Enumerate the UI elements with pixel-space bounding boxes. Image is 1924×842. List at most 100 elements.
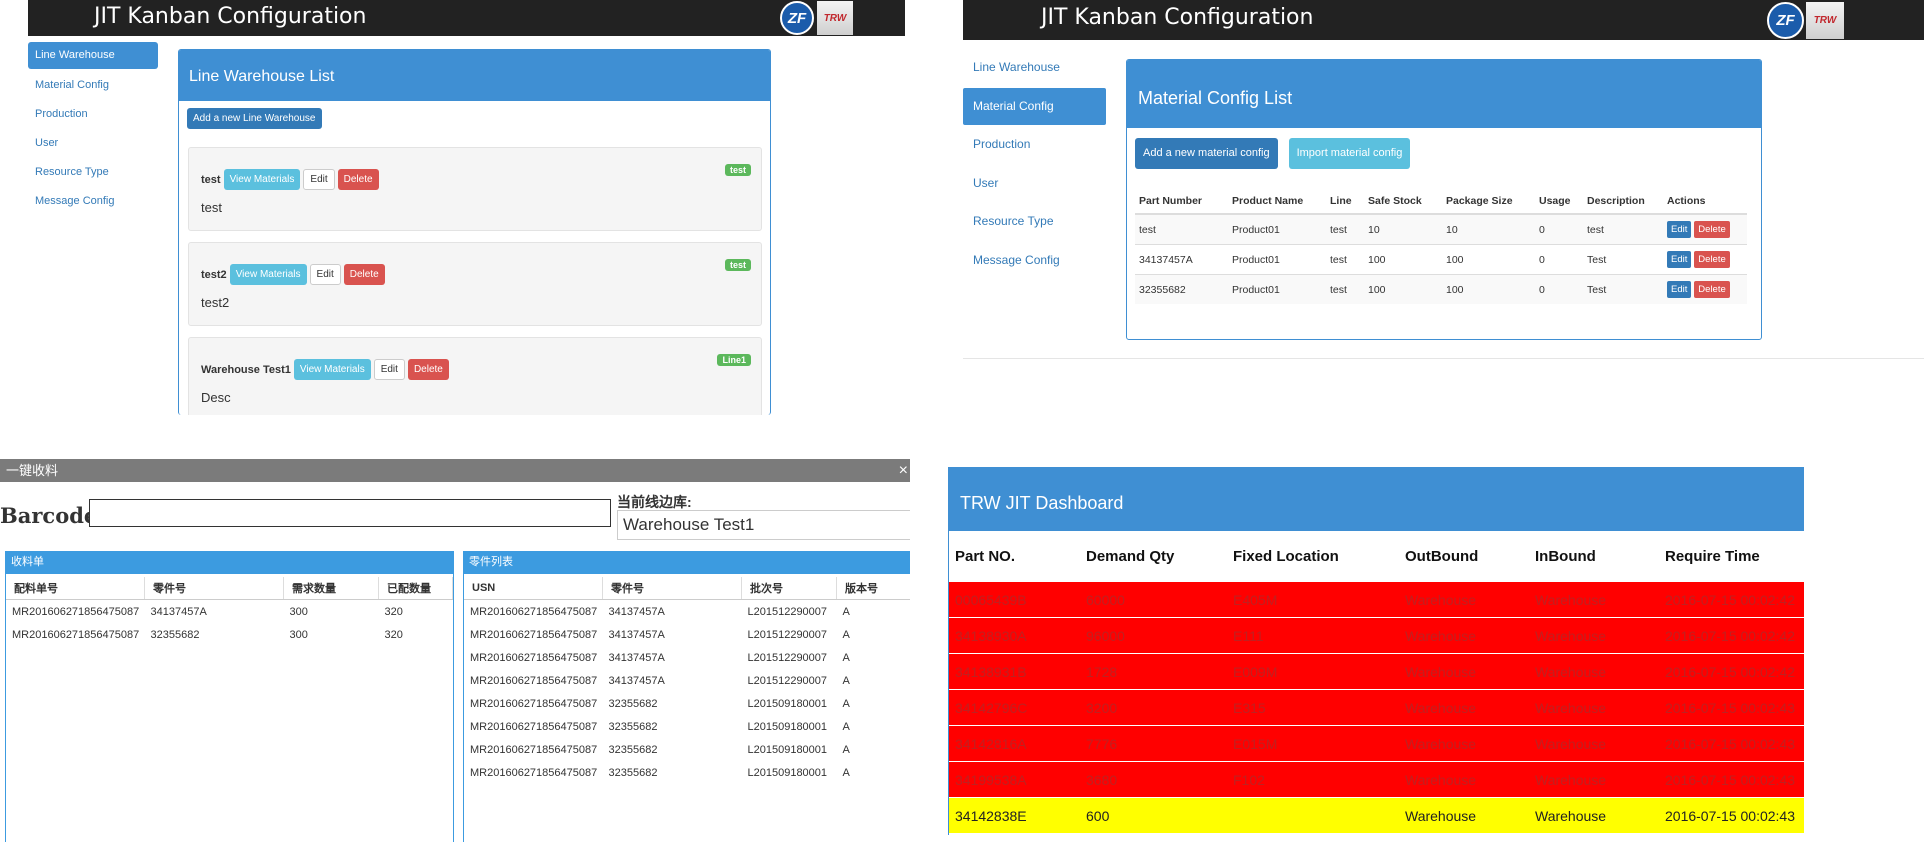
page-title: Material Config List bbox=[1138, 88, 1293, 108]
sidebar-item-user[interactable]: User bbox=[973, 176, 999, 190]
divider bbox=[963, 358, 1924, 359]
cell-demand-qty: 7776 bbox=[1080, 725, 1227, 762]
edit-button[interactable]: Edit bbox=[303, 169, 335, 190]
cell-outbound: Warehouse bbox=[1399, 581, 1529, 618]
table-row[interactable]: MR201606271856475087 34137457A L2015122900… bbox=[464, 669, 910, 692]
cell-batch-no: L201509180001 bbox=[747, 743, 828, 756]
cell-part-no: 34137457A bbox=[608, 605, 665, 618]
cell-demand-qty: 1728 bbox=[1080, 653, 1227, 690]
cell-package-size: 100 bbox=[1442, 244, 1535, 275]
cell-safe-stock: 100 bbox=[1364, 244, 1442, 275]
delete-button[interactable]: Delete bbox=[343, 264, 385, 285]
table-row[interactable]: MR201606271856475087 34137457A L2015122900… bbox=[464, 623, 910, 646]
cell-batch-no: L201509180001 bbox=[747, 766, 828, 779]
cell-batch-no: L201509180001 bbox=[747, 720, 828, 733]
sidebar: Line Warehouse Material Config Productio… bbox=[963, 56, 1106, 276]
column-header: Line bbox=[1326, 189, 1364, 215]
cell-inbound: Warehouse bbox=[1529, 797, 1659, 833]
delete-button[interactable]: Delete bbox=[337, 169, 379, 190]
delete-button[interactable]: Delete bbox=[407, 359, 449, 380]
cell-usn: MR201606271856475087 bbox=[470, 628, 598, 641]
sidebar-item-material-config[interactable]: Material Config bbox=[963, 88, 1106, 125]
warehouse-description: test2 bbox=[201, 295, 230, 310]
add-material-config-button[interactable]: Add a new material config bbox=[1135, 138, 1278, 169]
edit-button[interactable]: Edit bbox=[1667, 281, 1692, 298]
left-grid-title: 收料单 bbox=[11, 556, 44, 568]
sidebar-item-message-config[interactable]: Message Config bbox=[973, 253, 1060, 267]
list-item: test2 View Materials Edit Delete test2 t… bbox=[188, 242, 762, 326]
table-row[interactable]: MR201606271856475087 34137457A L2015122900… bbox=[464, 646, 910, 669]
cell-batch-no: L201512290007 bbox=[747, 651, 828, 664]
cell-description: Test bbox=[1583, 274, 1663, 304]
cell-part-no: 00065439B bbox=[949, 581, 1080, 618]
add-line-warehouse-button[interactable]: Add a new Line Warehouse bbox=[187, 108, 322, 129]
table-row[interactable]: MR201606271856475087 32355682 L20150918000… bbox=[464, 738, 910, 761]
sidebar-item-resource-type[interactable]: Resource Type bbox=[973, 214, 1054, 228]
column-header: Fixed Location bbox=[1233, 547, 1339, 565]
table-row[interactable]: MR201606271856475087 32355682 300 320 bbox=[6, 623, 453, 646]
sidebar-item-message-config[interactable]: Message Config bbox=[35, 195, 115, 207]
table-row[interactable]: MR201606271856475087 32355682 L20150918000… bbox=[464, 761, 910, 784]
cell-require-time: 2016-07-15 00:02:43 bbox=[1659, 689, 1804, 726]
cell-batch-no: L201512290007 bbox=[747, 674, 828, 687]
current-line-field[interactable]: Warehouse Test1 bbox=[617, 510, 910, 540]
cell-part-no: 34142838E bbox=[949, 797, 1080, 833]
table-row[interactable]: MR201606271856475087 34137457A 300 320 bbox=[6, 600, 453, 624]
sidebar-item-resource-type[interactable]: Resource Type bbox=[35, 166, 109, 178]
edit-button[interactable]: Edit bbox=[1667, 221, 1692, 238]
cell-inbound: Warehouse bbox=[1529, 653, 1659, 690]
list-item: Warehouse Test1 View Materials Edit Dele… bbox=[188, 337, 762, 415]
edit-button[interactable]: Edit bbox=[373, 359, 405, 380]
cell-part-no: 34137457A bbox=[608, 651, 665, 664]
column-header: Require Time bbox=[1665, 547, 1760, 565]
panel-heading: TRW JIT Dashboard bbox=[949, 467, 1804, 531]
column-header: OutBound bbox=[1405, 547, 1479, 565]
view-materials-button[interactable]: View Materials bbox=[293, 359, 371, 380]
dashboard-table: Part NO. Demand Qty Fixed Location OutBo… bbox=[949, 531, 1804, 833]
column-header: Actions bbox=[1663, 189, 1747, 215]
cell-usage: 0 bbox=[1535, 244, 1583, 275]
cell-safe-stock: 10 bbox=[1364, 213, 1442, 245]
edit-button[interactable]: Edit bbox=[309, 264, 341, 285]
cell-product-name: Product01 bbox=[1228, 213, 1326, 245]
sidebar-item-line-warehouse[interactable]: Line Warehouse bbox=[973, 60, 1060, 74]
page-title: TRW JIT Dashboard bbox=[960, 493, 1124, 513]
delete-button[interactable]: Delete bbox=[1694, 221, 1730, 238]
sidebar-item-user[interactable]: User bbox=[35, 137, 59, 149]
edit-button[interactable]: Edit bbox=[1667, 251, 1692, 268]
cell-safe-stock: 100 bbox=[1364, 274, 1442, 304]
table-row[interactable]: MR201606271856475087 32355682 L20150918000… bbox=[464, 715, 910, 738]
left-grid: 配料单号 零件号 需求数量 已配数量 MR201606271856475087 … bbox=[5, 574, 454, 842]
table-header-row: USN 零件号 批次号 版本号 bbox=[464, 577, 910, 600]
import-material-config-button[interactable]: Import material config bbox=[1288, 138, 1411, 169]
delete-button[interactable]: Delete bbox=[1694, 251, 1730, 268]
column-header: Safe Stock bbox=[1364, 189, 1442, 215]
cell-version: A bbox=[842, 766, 850, 779]
cell-usn: MR201606271856475087 bbox=[470, 720, 598, 733]
sidebar-item-line-warehouse[interactable]: Line Warehouse bbox=[28, 42, 158, 69]
sidebar-item-material-config[interactable]: Material Config bbox=[35, 79, 109, 91]
delete-button[interactable]: Delete bbox=[1694, 281, 1730, 298]
cell-allocated-qty: 320 bbox=[384, 628, 403, 641]
sidebar-item-production[interactable]: Production bbox=[973, 137, 1031, 151]
sidebar-item-production[interactable]: Production bbox=[35, 108, 88, 120]
cell-inbound: Warehouse bbox=[1529, 725, 1659, 762]
close-icon[interactable]: × bbox=[898, 462, 908, 479]
cell-usn: MR201606271856475087 bbox=[470, 651, 598, 664]
view-materials-button[interactable]: View Materials bbox=[223, 169, 301, 190]
cell-part-no: 32355682 bbox=[608, 697, 658, 710]
right-grid-title: 零件列表 bbox=[469, 556, 513, 568]
table-row[interactable]: MR201606271856475087 32355682 L20150918000… bbox=[464, 692, 910, 715]
barcode-input[interactable] bbox=[89, 499, 611, 527]
cell-part-number: 32355682 bbox=[1135, 274, 1228, 304]
cell-part-no: 34142796C bbox=[949, 689, 1080, 726]
cell-inbound: Warehouse bbox=[1529, 761, 1659, 798]
line-badge: test bbox=[724, 259, 751, 271]
column-header: 已配数量 bbox=[378, 577, 453, 600]
table-row: 34138931B 1728 E009M Warehouse Warehouse 2016… bbox=[949, 653, 1804, 690]
view-materials-button[interactable]: View Materials bbox=[229, 264, 307, 285]
column-header: Usage bbox=[1535, 189, 1583, 215]
cell-version: A bbox=[842, 697, 850, 710]
cell-fixed-location: E015M bbox=[1227, 725, 1399, 762]
table-row[interactable]: MR201606271856475087 34137457A L2015122900… bbox=[464, 600, 910, 624]
